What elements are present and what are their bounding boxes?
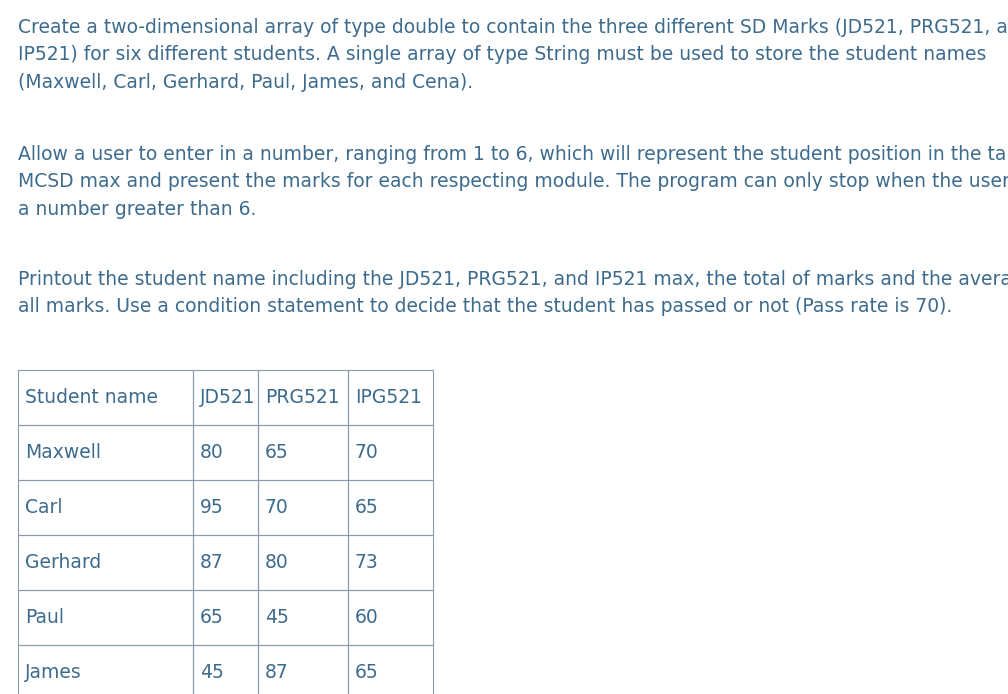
Bar [193,425,258,480]
Text: 87: 87 [200,553,224,572]
Bar [348,425,433,480]
Text: Gerhard: Gerhard [25,553,101,572]
Text: 45: 45 [265,608,289,627]
Text: 65: 65 [355,663,379,682]
Bar [193,370,258,425]
Text: 45: 45 [200,663,224,682]
Text: 95: 95 [200,498,224,517]
Text: PRG521: PRG521 [265,388,340,407]
Bar [258,480,348,535]
Text: 65: 65 [355,498,379,517]
Text: Carl: Carl [25,498,62,517]
Bar [193,645,258,694]
Text: Allow a user to enter in a number, ranging from 1 to 6, which will represent the: Allow a user to enter in a number, rangi… [18,145,1008,219]
Text: 60: 60 [355,608,379,627]
Bar [258,370,348,425]
Text: Student name: Student name [25,388,158,407]
Text: Create a two-dimensional array of type double to contain the three different SD : Create a two-dimensional array of type d… [18,18,1008,92]
Text: Printout the student name including the JD521, PRG521, and IP521 max, the total : Printout the student name including the … [18,270,1008,316]
Text: Paul: Paul [25,608,64,627]
Bar [18,590,193,645]
Text: 80: 80 [265,553,288,572]
Bar [348,535,433,590]
Text: IPG521: IPG521 [355,388,422,407]
Text: 65: 65 [200,608,224,627]
Text: 87: 87 [265,663,288,682]
Bar [193,590,258,645]
Bar [193,535,258,590]
Text: 70: 70 [265,498,288,517]
Text: Maxwell: Maxwell [25,443,101,462]
Bar [258,425,348,480]
Text: JD521: JD521 [200,388,256,407]
Bar [258,645,348,694]
Bar [18,535,193,590]
Text: 65: 65 [265,443,288,462]
Bar [193,480,258,535]
Bar [18,370,193,425]
Text: James: James [25,663,82,682]
Bar [18,480,193,535]
Text: 73: 73 [355,553,379,572]
Bar [258,535,348,590]
Text: 80: 80 [200,443,224,462]
Bar [348,370,433,425]
Bar [348,590,433,645]
Bar [348,645,433,694]
Bar [258,590,348,645]
Bar [18,645,193,694]
Text: 70: 70 [355,443,379,462]
Bar [348,480,433,535]
Bar [18,425,193,480]
